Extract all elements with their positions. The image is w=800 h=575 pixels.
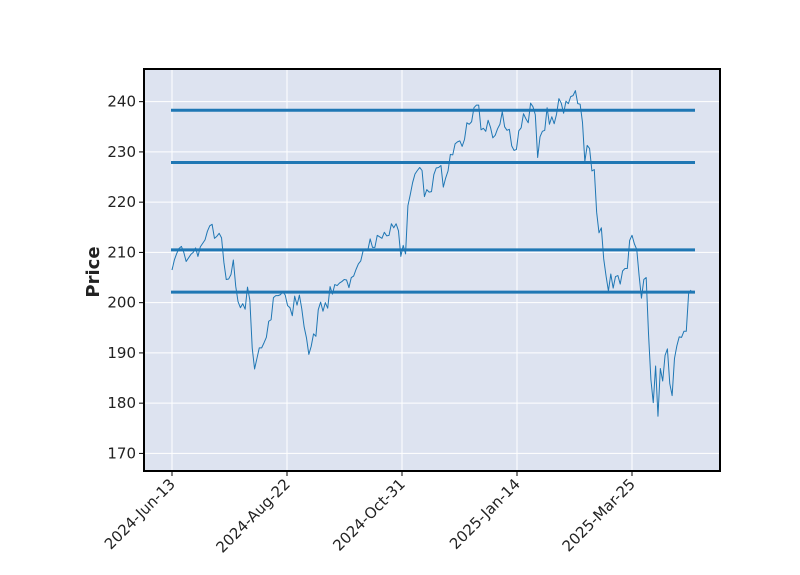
y-tick-label: 170 bbox=[107, 444, 136, 462]
plot-frame bbox=[143, 68, 721, 472]
y-axis-ticks: 170 180 190 200 210 220 230 240 bbox=[107, 93, 144, 462]
y-tick-label: 210 bbox=[107, 243, 136, 261]
y-tick-label: 220 bbox=[107, 193, 136, 211]
x-tick-label: 2025-Mar-25 bbox=[559, 475, 639, 555]
y-tick-label: 200 bbox=[107, 294, 136, 312]
y-tick-label: 190 bbox=[107, 344, 136, 362]
price-series-line bbox=[171, 90, 692, 417]
plot-background bbox=[144, 69, 720, 471]
y-tick-label: 180 bbox=[107, 394, 136, 412]
y-gridlines bbox=[144, 101, 720, 454]
y-tick-label: 230 bbox=[107, 143, 136, 161]
y-axis-title: Price bbox=[83, 246, 104, 297]
x-tick-label: 2024-Aug-22 bbox=[212, 475, 293, 556]
x-tick-label: 2025-Jan-14 bbox=[446, 475, 524, 553]
x-axis-ticks: 2024-Jun-13 2024-Aug-22 2024-Oct-31 2025-Ja… bbox=[101, 471, 639, 556]
x-tick-label: 2024-Jun-13 bbox=[101, 475, 179, 553]
x-tick-label: 2024-Oct-31 bbox=[329, 475, 409, 555]
y-tick-label: 240 bbox=[107, 93, 136, 111]
x-gridlines bbox=[171, 69, 633, 471]
horizontal-levels bbox=[171, 108, 695, 294]
